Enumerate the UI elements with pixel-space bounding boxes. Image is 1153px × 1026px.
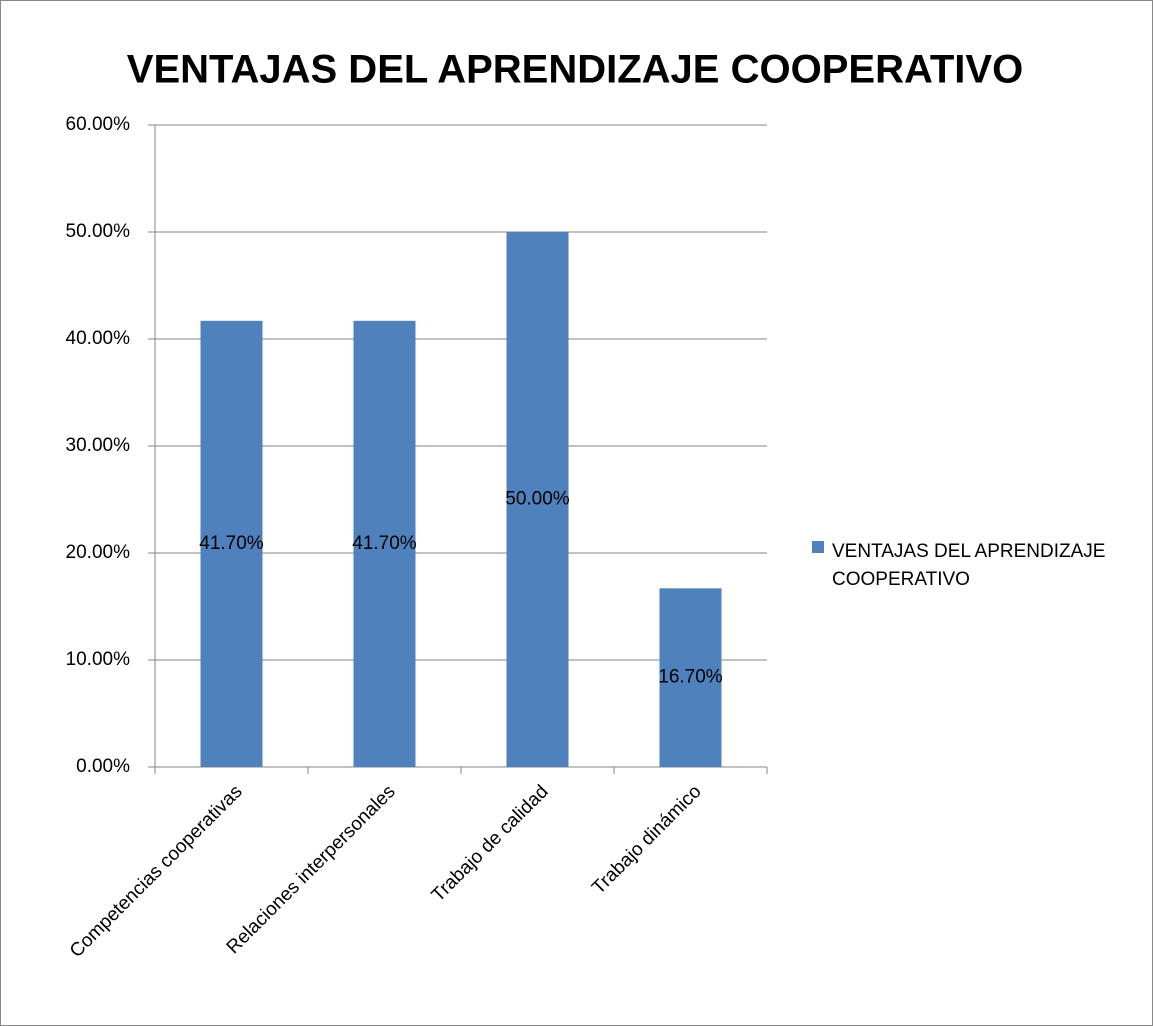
data-label: 50.00% <box>505 489 570 510</box>
data-label: 16.70% <box>658 667 723 688</box>
y-tick-label: 20.00% <box>66 542 131 563</box>
legend-swatch <box>812 541 824 553</box>
bar <box>200 320 263 767</box>
bar <box>353 320 416 767</box>
y-tick-label: 30.00% <box>66 435 131 456</box>
legend-label: VENTAJAS DEL APRENDIZAJE COOPERATIVO <box>832 541 1106 590</box>
y-tick-label: 40.00% <box>66 328 131 349</box>
chart-title: VENTAJAS DEL APRENDIZAJE COOPERATIVO <box>127 48 1023 92</box>
y-tick-label: 10.00% <box>66 649 131 670</box>
bar <box>659 588 722 767</box>
y-tick-label: 50.00% <box>66 221 131 242</box>
bar <box>506 232 569 767</box>
y-tick-label: 0.00% <box>76 756 130 777</box>
data-label: 41.70% <box>199 533 264 554</box>
y-tick-label: 60.00% <box>66 114 131 135</box>
data-label: 41.70% <box>352 533 417 554</box>
